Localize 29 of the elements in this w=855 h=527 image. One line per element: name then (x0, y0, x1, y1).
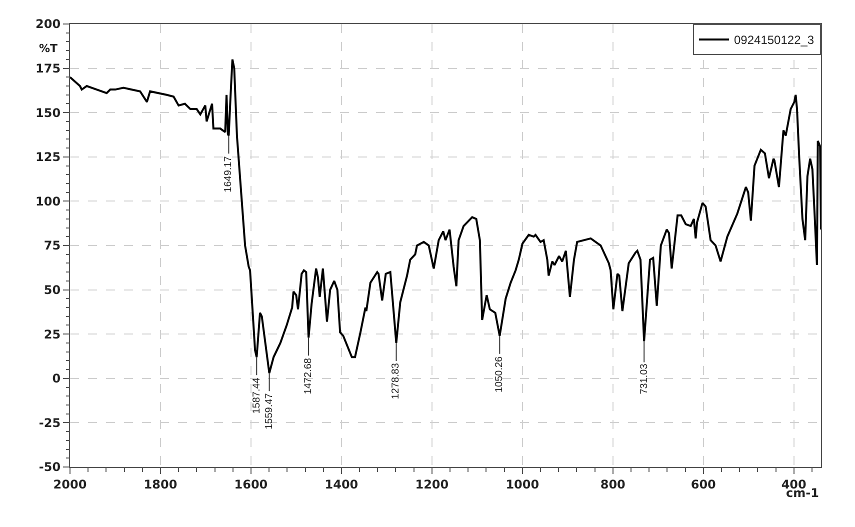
x-tick-label: 1200 (415, 477, 449, 492)
y-tick-label: 175 (36, 62, 61, 76)
annotation: 1278.83 (390, 362, 402, 400)
y-tick-label: 100 (36, 194, 61, 208)
x-tick-label: 600 (690, 477, 716, 492)
legend-label: 0924150122_3 (734, 33, 814, 48)
x-tick-label: 1400 (324, 477, 358, 492)
annotation: 1472.68 (302, 358, 314, 394)
annotation: 731.03 (638, 363, 650, 394)
annotation: 1649.17 (223, 156, 234, 192)
y-tick-label: 50 (44, 283, 61, 297)
x-tick-label: 400 (781, 477, 806, 492)
y-tick-label: -25 (38, 416, 61, 430)
x-tick-label: 800 (600, 477, 626, 492)
annotation: 1587.44 (252, 377, 263, 414)
y-axis-title: %T (39, 42, 58, 55)
y-tick-label: 200 (36, 17, 61, 32)
x-tick-label: 2000 (53, 477, 87, 492)
x-tick-label: 1800 (144, 477, 178, 492)
annotation: 1559.47 (264, 392, 276, 430)
y-tick-label: 25 (44, 327, 61, 342)
y-tick-label: -50 (38, 460, 61, 474)
y-tick-label: 125 (36, 150, 61, 164)
y-tick-label: 0 (52, 372, 61, 386)
x-tick-label: 1600 (234, 477, 268, 492)
y-tick-label: 150 (36, 106, 61, 120)
x-tick-label: 1000 (506, 477, 540, 492)
annotation: 1050.26 (494, 356, 505, 393)
y-tick-label: 75 (44, 238, 61, 253)
